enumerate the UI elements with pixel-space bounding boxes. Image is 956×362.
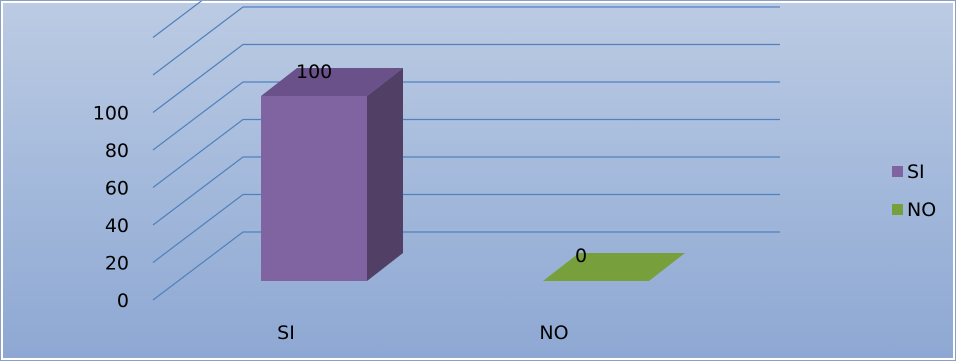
gridline-60 <box>152 118 780 188</box>
y-tick-label: 80 <box>105 140 129 162</box>
y-tick-label: 20 <box>105 253 129 275</box>
gridline-20 <box>152 193 780 263</box>
bar-top-si <box>261 68 403 96</box>
y-tick-label: 100 <box>93 103 129 125</box>
x-tick-label-si: SI <box>277 322 295 344</box>
labels: 0 20 40 60 80 100 100 SI 0 NO <box>93 61 587 344</box>
gridline-40 <box>152 156 780 226</box>
gridline-80 <box>152 81 780 151</box>
legend-swatch-no <box>892 204 903 215</box>
y-tick-label: 0 <box>117 290 129 312</box>
data-label-si: 100 <box>296 61 332 83</box>
x-tick-label-no: NO <box>539 322 568 344</box>
legend: SI NO <box>892 161 936 221</box>
gridline-top <box>152 1 203 38</box>
bar-si <box>261 68 403 281</box>
y-tick-label: 60 <box>105 178 129 200</box>
bar-no <box>543 253 685 281</box>
gridlines <box>152 1 780 301</box>
gridline-120 <box>152 6 780 76</box>
legend-label-si: SI <box>907 161 925 183</box>
legend-label-no: NO <box>907 199 936 221</box>
legend-swatch-si <box>892 166 903 177</box>
bar-side-si <box>367 68 403 281</box>
gridline-100 <box>152 43 780 113</box>
bar-top-no <box>543 253 685 281</box>
bars <box>261 68 685 281</box>
y-tick-label: 40 <box>105 215 129 237</box>
bar-front-si <box>261 96 367 281</box>
data-label-no: 0 <box>575 245 587 267</box>
gridline-0 <box>152 231 780 301</box>
